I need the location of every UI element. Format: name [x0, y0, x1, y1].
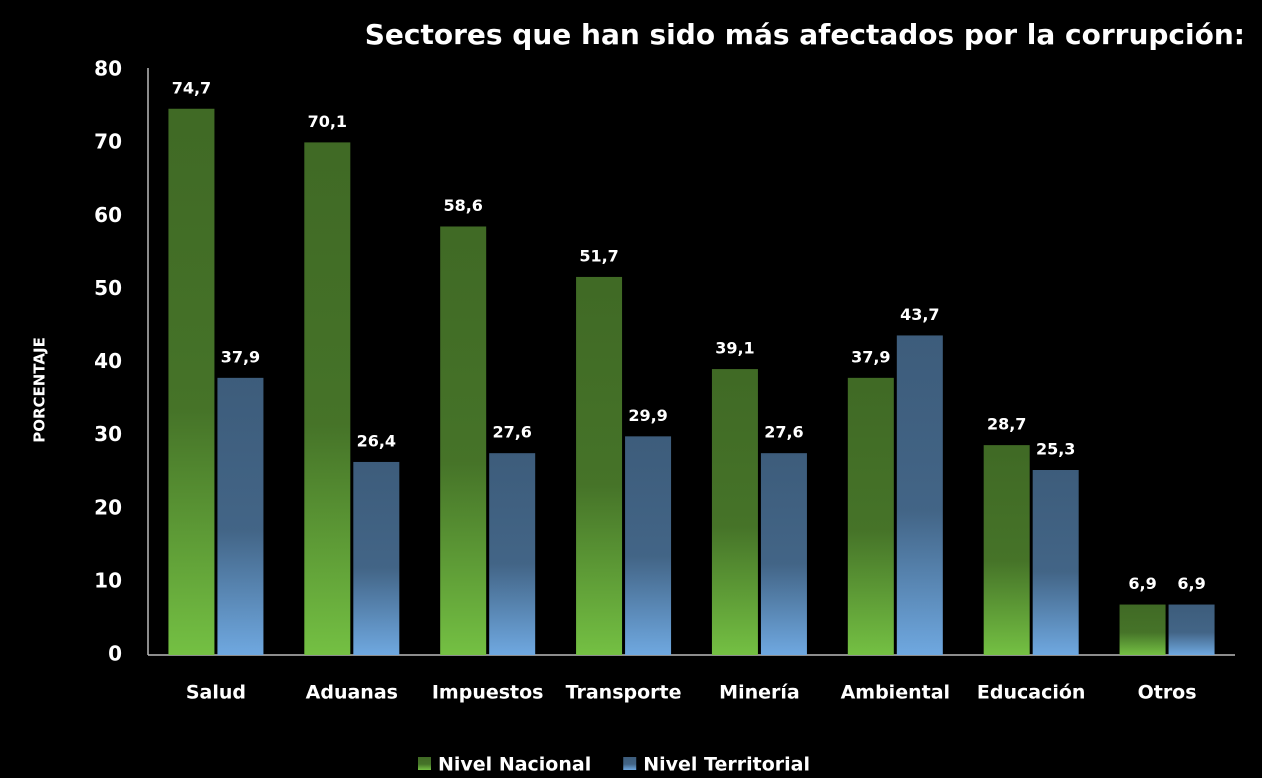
y-axis-label: PORCENTAJE — [31, 337, 49, 443]
value-label: 51,7 — [579, 246, 618, 265]
value-label: 28,7 — [987, 415, 1026, 434]
x-tick-label: Otros — [1138, 682, 1197, 704]
value-label: 25,3 — [1036, 439, 1075, 458]
bar — [1168, 604, 1215, 655]
value-label: 43,7 — [900, 305, 939, 324]
bar — [1119, 604, 1166, 655]
x-tick-label: Salud — [186, 682, 246, 704]
x-tick-label: Aduanas — [306, 682, 398, 704]
y-tick-label: 30 — [94, 422, 122, 446]
value-label: 37,9 — [221, 347, 260, 366]
legend-swatch — [418, 757, 431, 770]
y-tick-label: 70 — [94, 130, 122, 154]
x-tick-label: Impuestos — [432, 682, 544, 704]
bar — [896, 335, 943, 655]
bar — [217, 377, 264, 655]
x-tick-label: Educación — [977, 682, 1086, 704]
y-tick-label: 60 — [94, 203, 122, 227]
value-label: 29,9 — [628, 406, 667, 425]
bar — [489, 453, 536, 655]
value-label: 39,1 — [715, 339, 754, 358]
value-label: 70,1 — [308, 112, 347, 131]
y-tick-label: 10 — [94, 568, 122, 592]
bar — [983, 445, 1030, 655]
value-label: 74,7 — [172, 78, 211, 97]
chart-title: Sectores que han sido más afectados por … — [365, 18, 1245, 51]
y-tick-label: 40 — [94, 349, 122, 373]
y-tick-label: 20 — [94, 495, 122, 519]
value-label: 37,9 — [851, 347, 890, 366]
bar — [168, 108, 215, 656]
bar — [353, 461, 400, 655]
bar — [625, 436, 672, 655]
bar — [760, 453, 807, 655]
value-label: 27,6 — [492, 423, 531, 442]
bar — [847, 377, 894, 655]
y-tick-label: 50 — [94, 276, 122, 300]
legend-label: Nivel Nacional — [438, 754, 591, 776]
value-label: 58,6 — [443, 196, 482, 215]
x-tick-label: Transporte — [566, 682, 682, 704]
bar — [1032, 469, 1079, 655]
bar — [576, 276, 623, 655]
x-tick-label: Minería — [719, 682, 800, 704]
y-tick-label: 80 — [94, 57, 122, 81]
legend-label: Nivel Territorial — [643, 754, 810, 776]
x-tick-label: Ambiental — [841, 682, 950, 704]
bar — [304, 142, 351, 656]
bar — [711, 369, 758, 655]
value-label: 27,6 — [764, 423, 803, 442]
legend-swatch — [623, 757, 637, 770]
value-label: 6,9 — [1177, 574, 1205, 593]
value-label: 26,4 — [357, 431, 396, 450]
y-tick-label: 0 — [108, 642, 122, 666]
value-label: 6,9 — [1128, 574, 1156, 593]
bar — [440, 226, 487, 656]
